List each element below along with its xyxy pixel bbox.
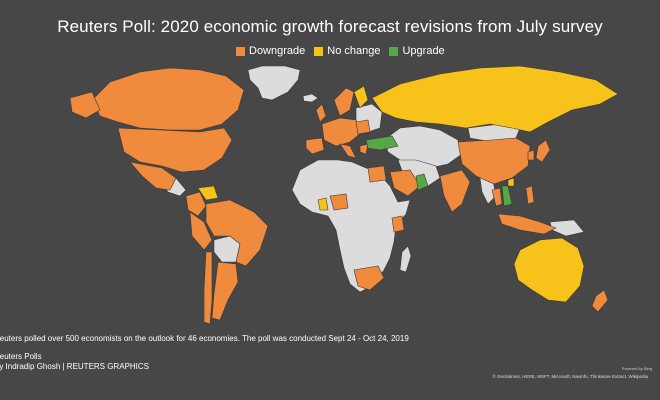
colombia <box>185 191 207 217</box>
legend: Downgrade No change Upgrade <box>236 45 454 57</box>
egypt <box>367 165 387 183</box>
india <box>439 169 471 213</box>
madagascar <box>399 245 412 273</box>
legend-label-no-change: No change <box>327 45 381 57</box>
philippines <box>525 185 535 205</box>
poll-footnote: Reuters polled over 500 economists on th… <box>0 334 409 343</box>
vietnam <box>501 185 513 207</box>
mexico <box>129 161 177 191</box>
legend-label-downgrade: Downgrade <box>249 45 306 57</box>
central-asia-no-data <box>383 125 463 169</box>
oman <box>415 173 429 191</box>
united-states <box>117 127 233 173</box>
venezuela <box>197 185 219 201</box>
argentina <box>211 261 239 321</box>
south-africa <box>353 265 385 291</box>
south-korea <box>527 149 535 161</box>
powered-by-text: Powered by Bing <box>621 366 652 371</box>
greece <box>359 143 369 155</box>
canada <box>91 67 245 131</box>
finland <box>353 85 369 109</box>
brazil <box>205 199 269 267</box>
legend-swatch-no-change <box>314 46 324 56</box>
iceland <box>302 93 319 103</box>
nigeria <box>329 193 349 211</box>
legend-item-upgrade: Upgrade <box>389 45 445 57</box>
credit-text: By Indradip Ghosh | REUTERS GRAPHICS <box>0 362 150 371</box>
scandinavia <box>333 87 355 117</box>
turkey <box>365 135 399 151</box>
legend-item-downgrade: Downgrade <box>236 45 305 57</box>
chile <box>203 251 213 325</box>
russia <box>371 65 619 133</box>
japan <box>535 139 551 163</box>
legend-swatch-downgrade <box>236 46 245 56</box>
saudi-arabia <box>389 169 421 197</box>
china <box>457 137 531 185</box>
australia <box>513 237 585 303</box>
united-kingdom <box>315 103 327 123</box>
indonesia <box>497 213 557 235</box>
kenya <box>391 215 405 233</box>
spain <box>305 137 325 155</box>
greenland <box>247 65 301 101</box>
map-title: Reuters Poll: 2020 economic growth forec… <box>57 17 603 36</box>
hong-kong <box>507 177 515 187</box>
peru <box>189 211 213 251</box>
alaska <box>69 91 101 119</box>
poland <box>355 119 371 135</box>
new-zealand <box>591 289 609 313</box>
map-attribution: © GeoNames, HERE, MSFT, Microsoft, Navin… <box>492 374 648 379</box>
downgrade-regions <box>69 67 609 325</box>
no-change-regions <box>197 65 619 303</box>
western-europe <box>321 117 363 147</box>
africa-no-data <box>291 159 411 293</box>
source-text: Reuters Polls <box>0 352 42 361</box>
italy <box>339 143 357 159</box>
legend-item-no-change: No change <box>314 45 380 57</box>
ghana <box>317 197 329 211</box>
thailand <box>491 187 503 207</box>
legend-swatch-upgrade <box>389 46 399 56</box>
upgrade-regions <box>365 135 513 207</box>
legend-label-upgrade: Upgrade <box>402 45 445 57</box>
